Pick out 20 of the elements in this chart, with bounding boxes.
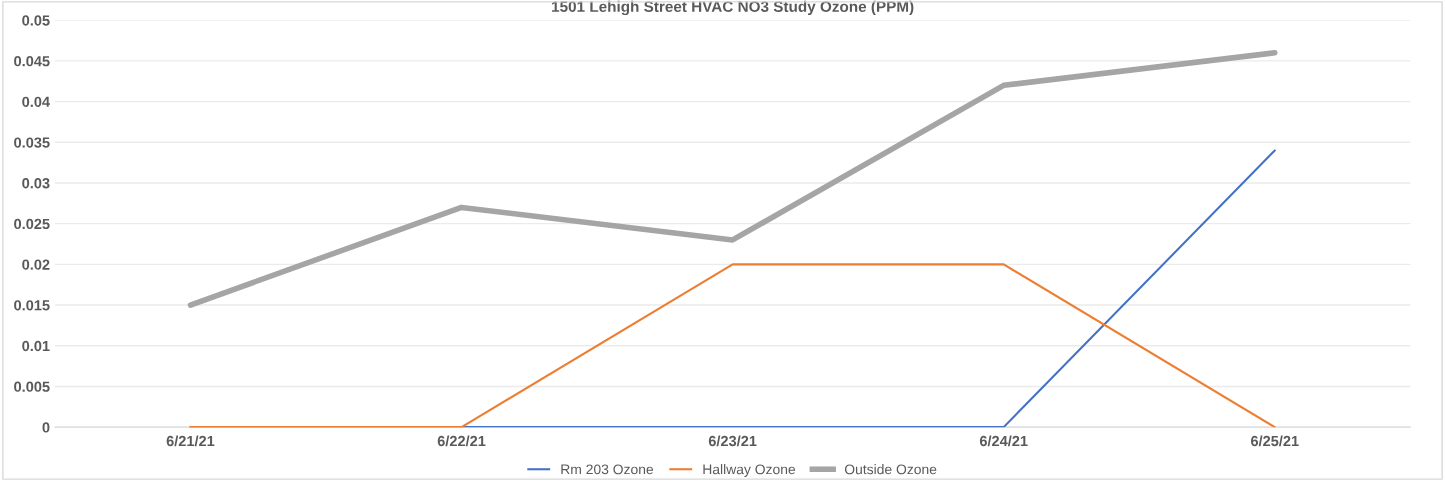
y-tick-label: 0.01 (22, 340, 50, 352)
y-tick-label: 0.03 (22, 178, 50, 189)
y-tick-label: 0.04 (22, 96, 50, 108)
y-tick-label: 0.035 (14, 137, 50, 148)
legend-label: Outside Ozone (844, 464, 937, 475)
chart-title: 1501 Lehigh Street HVAC NO3 Study Ozone (PPM) (552, 0, 914, 16)
x-tick-label: 6/23/21 (708, 435, 757, 447)
x-tick-label: 6/22/21 (437, 435, 486, 447)
y-tick-label: 0.015 (14, 300, 50, 311)
x-tick-label: 6/21/21 (166, 435, 215, 447)
legend-label: Rm 203 Ozone (561, 464, 654, 475)
y-tick-label: 0.045 (14, 56, 50, 67)
y-tick-label: 0 (42, 422, 50, 433)
x-tick-label: 6/24/21 (979, 435, 1028, 447)
y-tick-label: 0.005 (14, 381, 50, 392)
y-tick-label: 0.025 (14, 218, 50, 230)
legend-label: Hallway Ozone (703, 464, 796, 477)
y-tick-label: 0.05 (22, 15, 50, 26)
y-tick-label: 0.02 (22, 259, 50, 270)
x-tick-label: 6/25/21 (1250, 435, 1299, 447)
